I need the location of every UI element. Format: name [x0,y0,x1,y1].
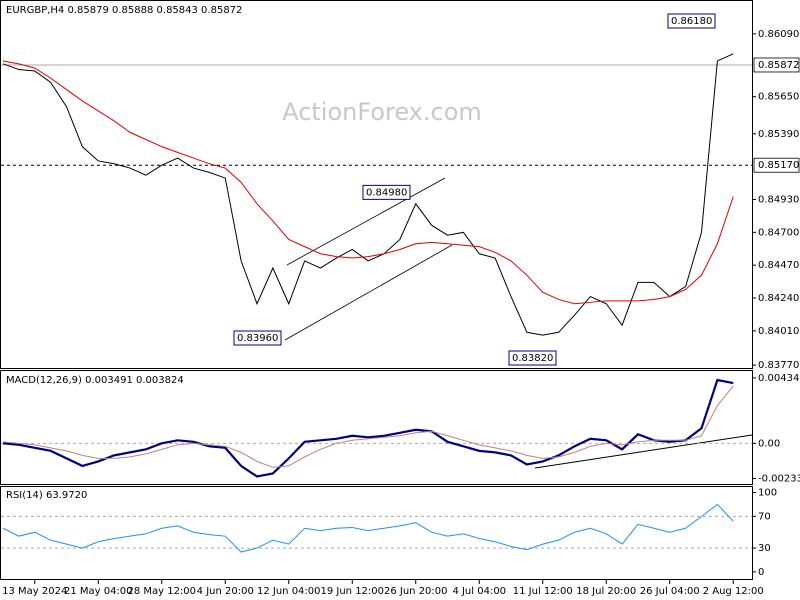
macd-trendline [534,434,753,469]
series-line [2,53,734,336]
x-tick-label: 2 Aug 12:00 [703,586,764,597]
x-tick-label: 26 Jul 04:00 [640,586,700,597]
x-tick-label: 18 Jul 20:00 [576,586,636,597]
y-tick-label: 0.84930 [758,194,799,205]
series-line [2,378,734,478]
x-tick-label: 26 Jun 20:00 [384,586,448,597]
x-tick-label: 13 May 2024 [2,586,67,597]
macd-title: MACD(12,26,9) 0.003491 0.003824 [6,375,184,386]
annotation-label: 0.83820 [512,353,553,364]
y-tick-label: 0.85650 [758,92,799,103]
series-line [2,60,734,305]
macd-panel [0,370,753,485]
y-tick-label: 30 [758,543,771,554]
y-tick-label: 0.84700 [758,227,799,238]
x-tick-label: 4 Jul 04:00 [452,586,506,597]
x-tick-label: 4 Jun 20:00 [197,586,254,597]
x-tick-label: 12 Jun 04:00 [257,586,321,597]
y-tick-label: 70 [758,511,771,522]
rsi-panel [0,486,753,580]
x-tick-label: 28 May 12:00 [127,586,196,597]
level-label-box [753,57,800,73]
level-label: 0.85872 [758,60,799,71]
level-label-box [753,157,800,173]
y-tick-label: 0.004342 [758,373,800,384]
series-line [2,503,734,553]
price-title: EURGBP,H4 0.85879 0.85888 0.85843 0.8587… [6,5,242,16]
level-label: 0.85170 [758,160,799,171]
y-tick-label: 0.86090 [758,29,799,40]
rsi-title: RSI(14) 63.9720 [6,490,87,501]
x-tick-label: 11 Jul 12:00 [513,586,573,597]
y-tick-label: 0.85390 [758,129,799,140]
x-tick-label: 19 Jun 12:00 [320,586,384,597]
annotation-label: 0.86180 [671,16,712,27]
annotation-label: 0.84980 [366,187,407,198]
annotation-label: 0.83960 [237,333,278,344]
y-tick-label: 100 [758,488,777,499]
y-tick-label: 0 [758,567,764,578]
y-tick-label: 0.83770 [758,360,799,371]
channel-lower [284,244,453,341]
y-tick-label: 0.84470 [758,260,799,271]
annotation-box [362,184,411,200]
watermark: ActionForex.com [282,98,482,126]
annotation-box [508,350,557,366]
annotation-box [233,330,282,346]
x-tick-label: 21 May 04:00 [64,586,133,597]
y-tick-label: -0.002336 [758,474,800,485]
series-line [2,385,734,468]
y-tick-label: 0.00 [758,438,780,449]
y-tick-label: 0.84010 [758,326,799,337]
price-panel [0,0,753,369]
y-tick-label: 0.84240 [758,293,799,304]
annotation-box [667,13,716,29]
